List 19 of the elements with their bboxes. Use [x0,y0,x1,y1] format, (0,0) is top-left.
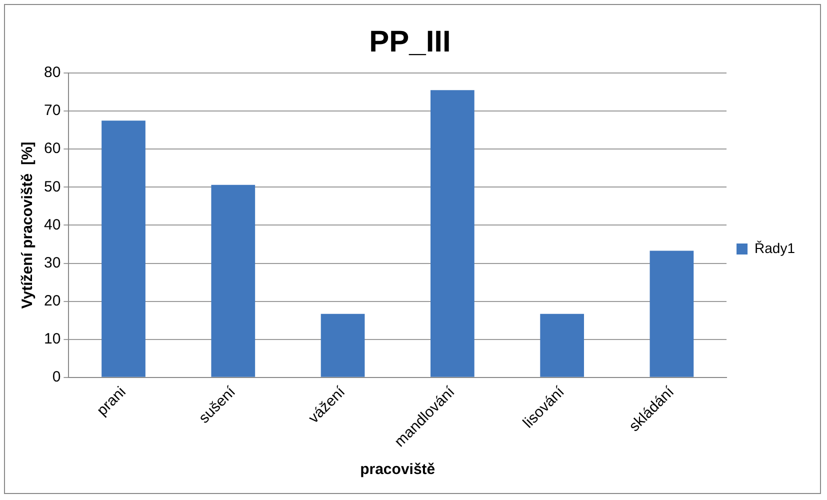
y-tick-label: 30 [44,254,61,272]
bar [211,184,256,377]
bar [320,314,365,377]
bar [540,314,584,377]
y-tick-label: 10 [44,330,61,348]
bar [650,250,694,377]
y-tick-label: 70 [44,102,61,120]
y-tick-label: 50 [44,178,61,196]
x-axis-title: pracoviště [360,461,436,478]
y-tick-label: 60 [44,140,61,158]
y-tick-label: 0 [52,368,61,386]
y-tick-label: 80 [44,64,61,82]
bar [102,120,146,377]
bar [430,90,474,377]
chart-title: PP_III [369,25,451,58]
y-tick-label: 20 [44,292,61,310]
legend-label: Řady1 [754,240,796,256]
y-axis-title: Vytížení pracoviště [%] [19,142,36,309]
y-tick-label: 40 [44,216,61,234]
